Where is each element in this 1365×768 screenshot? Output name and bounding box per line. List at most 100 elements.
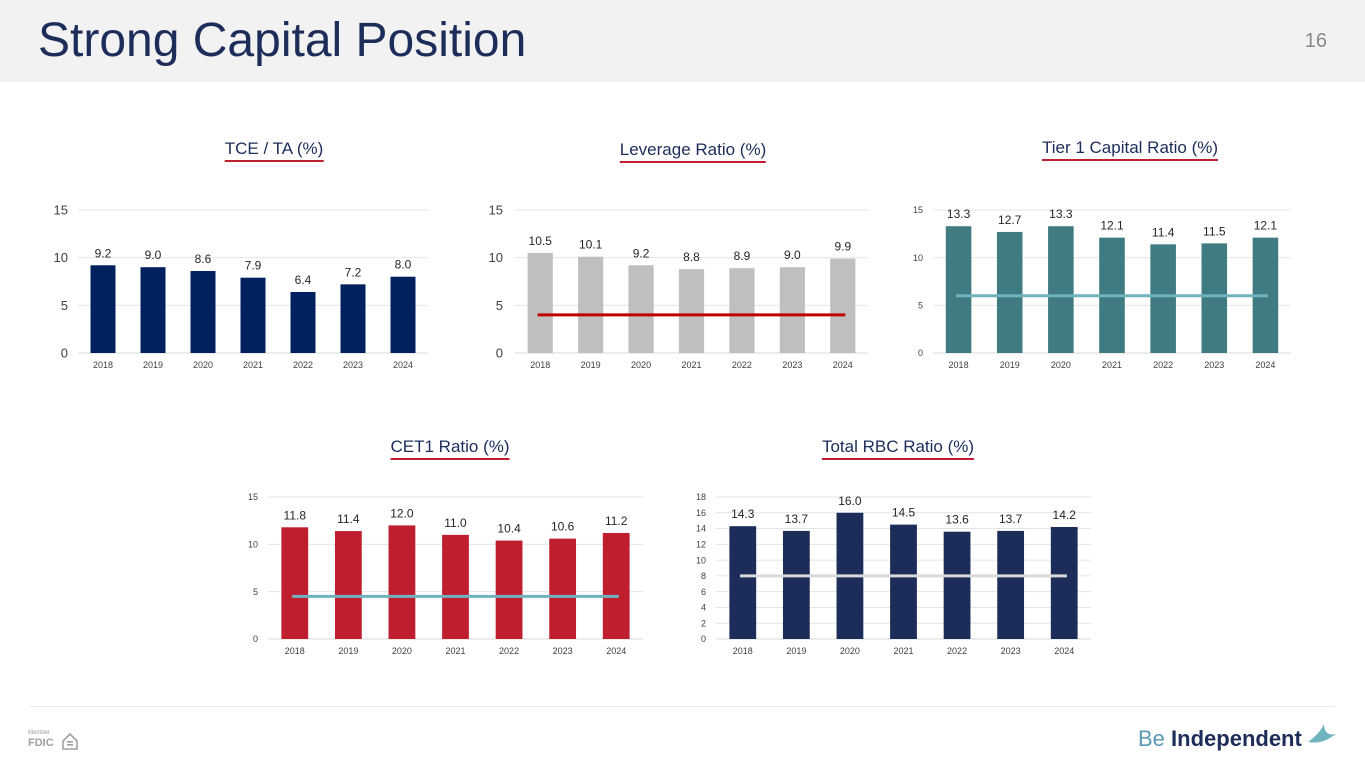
leverage-ytick-label: 5: [496, 298, 503, 313]
cet1-bar: [388, 525, 416, 639]
leverage-value-label: 8.9: [734, 249, 751, 263]
leverage-value-label: 9.9: [834, 240, 851, 254]
tier1-xtick-label: 2020: [1051, 360, 1071, 370]
tier1-xtick-label: 2021: [1102, 360, 1122, 370]
tce-ytick-label: 10: [54, 250, 68, 265]
tce-bar: [90, 265, 116, 353]
cet1-bar: [442, 534, 469, 639]
equal-housing-icon: [62, 732, 78, 750]
leverage-ytick-label: 0: [496, 346, 503, 361]
rbc-bar: [1050, 526, 1078, 639]
rbc-ytick-label: 4: [701, 603, 706, 613]
tier1-bar: [1150, 244, 1176, 353]
rbc-ytick-label: 12: [696, 539, 706, 549]
tier1-ytick-label: 10: [913, 253, 923, 263]
tier1-bar: [1048, 226, 1074, 353]
cet1-xtick-label: 2023: [553, 646, 573, 656]
tier1-value-label: 12.7: [998, 213, 1022, 227]
cet1-ytick-label: 5: [253, 587, 258, 597]
rbc-xtick-label: 2019: [786, 646, 806, 656]
fdic-member-text: Member: [28, 730, 51, 736]
leverage-value-label: 10.1: [579, 238, 603, 252]
cet1-value-label: 12.0: [390, 506, 414, 520]
tce-bar: [390, 276, 416, 353]
tier1-value-label: 13.3: [1049, 207, 1073, 221]
tce-bar: [340, 284, 366, 353]
brand-be: Be: [1138, 726, 1165, 751]
tier1-value-label: 13.3: [947, 207, 971, 221]
cet1-ytick-label: 0: [253, 634, 258, 644]
tce-value-label: 9.0: [145, 248, 162, 262]
tce-xtick-label: 2020: [193, 360, 213, 370]
leverage-bar: [578, 256, 604, 353]
cet1-value-label: 11.0: [444, 516, 467, 530]
tce-value-label: 8.6: [195, 252, 212, 266]
tier1-xtick-label: 2022: [1153, 360, 1173, 370]
tier1-ytick-label: 5: [918, 300, 923, 310]
rbc-ytick-label: 18: [696, 492, 706, 502]
chart-title-tce: TCE / TA (%): [224, 139, 324, 162]
brand-independent: Independent: [1171, 726, 1302, 751]
page-title: Strong Capital Position: [38, 14, 527, 67]
leverage-ytick-label: 10: [489, 250, 503, 265]
rbc-xtick-label: 2023: [1001, 646, 1021, 656]
leverage-ytick-label: 15: [489, 203, 503, 218]
leverage-bar: [628, 265, 654, 353]
rbc-value-label: 13.6: [945, 513, 969, 527]
tier1-bar: [1201, 243, 1228, 353]
leverage-bar: [830, 258, 856, 353]
rbc-ytick-label: 2: [701, 618, 706, 628]
cet1-bar: [495, 540, 523, 639]
rbc-value-label: 14.5: [892, 506, 916, 520]
tier1-value-label: 12.1: [1254, 219, 1278, 233]
rbc-bar: [729, 526, 757, 639]
leverage-bar: [729, 268, 755, 353]
tier1-value-label: 11.5: [1203, 224, 1226, 238]
rbc-xtick-label: 2022: [947, 646, 967, 656]
tier1-bar: [945, 226, 972, 353]
rbc-value-label: 14.2: [1053, 508, 1077, 522]
tce-xtick-label: 2021: [243, 360, 263, 370]
tce-ytick-label: 15: [54, 203, 68, 218]
tce-xtick-label: 2024: [393, 360, 413, 370]
footer-divider: [30, 706, 1335, 707]
tce-bar: [190, 271, 216, 353]
tce-value-label: 8.0: [395, 258, 412, 272]
leverage-bar: [678, 269, 705, 353]
cet1-value-label: 10.4: [497, 522, 521, 536]
cet1-value-label: 11.2: [605, 514, 628, 528]
rbc-bar: [890, 524, 917, 639]
leverage-bar: [779, 267, 805, 353]
rbc-bar: [997, 530, 1025, 639]
tier1-value-label: 11.4: [1152, 225, 1175, 239]
cet1-bar: [549, 538, 577, 639]
cet1-bar: [602, 532, 630, 639]
cet1-value-label: 10.6: [551, 520, 575, 534]
tce-value-label: 6.4: [295, 273, 312, 287]
cet1-ytick-label: 15: [248, 492, 258, 502]
leverage-xtick-label: 2024: [833, 360, 853, 370]
cet1-bar: [334, 531, 362, 639]
cet1-value-label: 11.4: [337, 512, 360, 526]
rbc-value-label: 13.7: [999, 512, 1023, 526]
tier1-bar: [996, 231, 1023, 353]
tce-bar: [140, 267, 166, 353]
rbc-ytick-label: 14: [696, 524, 706, 534]
leverage-xtick-label: 2022: [732, 360, 752, 370]
tce-value-label: 7.2: [345, 265, 362, 279]
bird-icon: [1308, 724, 1336, 743]
leverage-value-label: 9.2: [633, 246, 650, 260]
header-bar: Strong Capital Position 16: [0, 0, 1365, 82]
cet1-xtick-label: 2020: [392, 646, 412, 656]
tier1-xtick-label: 2023: [1204, 360, 1224, 370]
tce-value-label: 7.9: [245, 259, 262, 273]
leverage-value-label: 10.5: [529, 234, 553, 248]
cet1-xtick-label: 2018: [285, 646, 305, 656]
fdic-logo: Member FDIC: [28, 730, 84, 752]
cet1-ytick-label: 10: [248, 539, 258, 549]
cet1-value-label: 11.8: [284, 508, 307, 522]
page-number: 16: [1304, 30, 1327, 52]
leverage-bar: [527, 252, 553, 353]
rbc-ytick-label: 0: [701, 634, 706, 644]
